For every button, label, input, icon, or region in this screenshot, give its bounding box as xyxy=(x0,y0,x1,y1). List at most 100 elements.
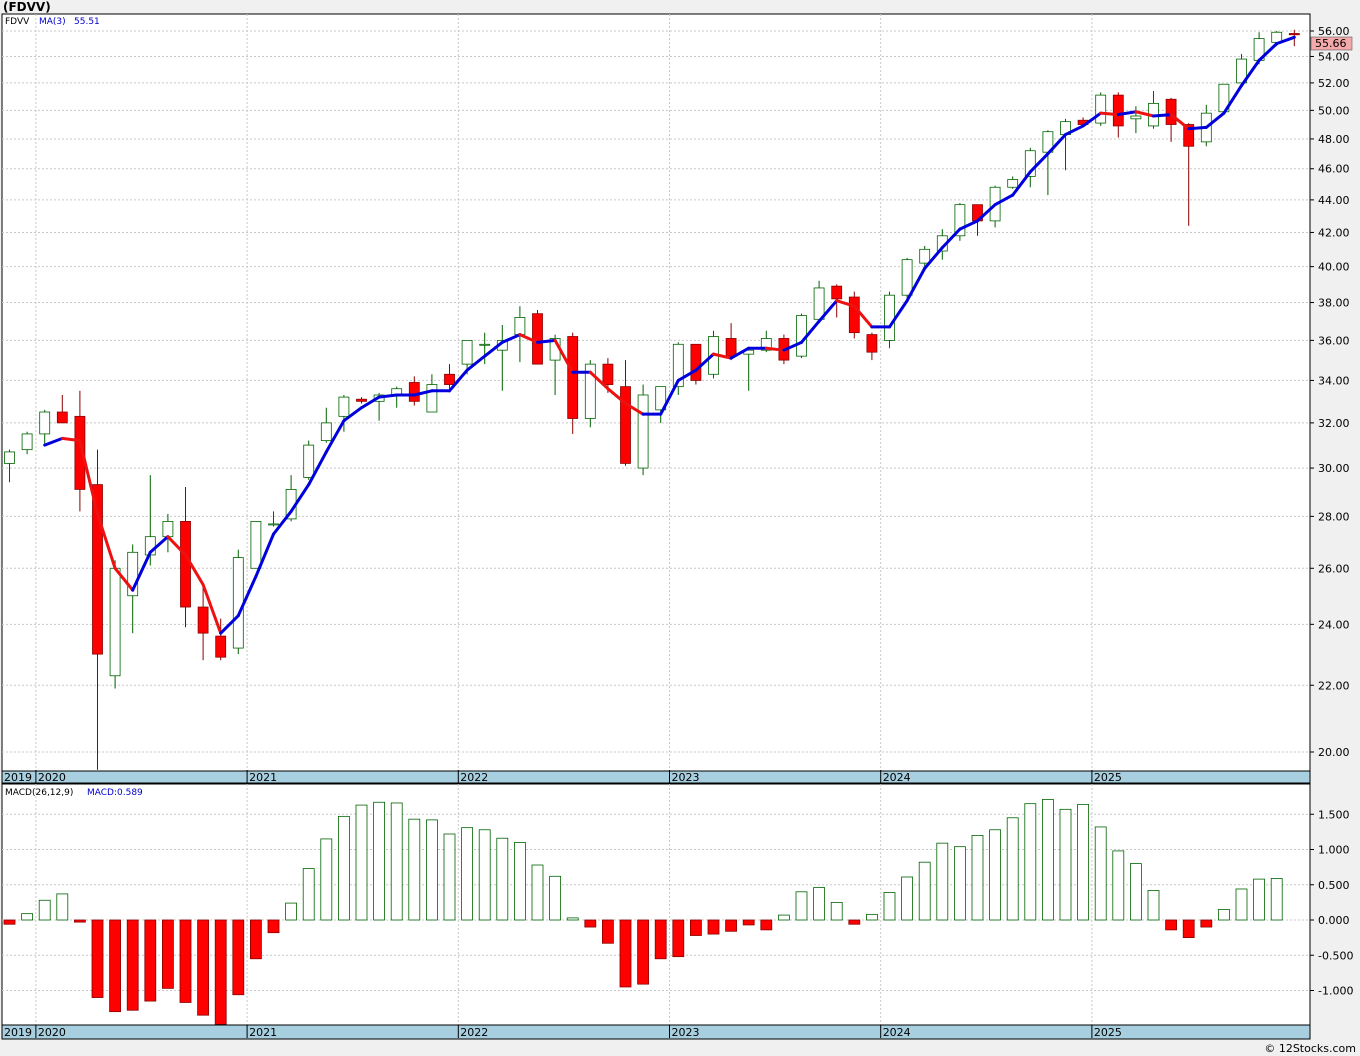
candle-body xyxy=(1236,58,1247,84)
macd-bar xyxy=(197,919,210,1016)
candle-body xyxy=(1288,33,1300,36)
candle xyxy=(919,245,931,267)
candle xyxy=(250,521,262,569)
candle-body xyxy=(479,343,491,346)
candle xyxy=(655,386,667,423)
macd-bar xyxy=(936,842,949,921)
macd-bar xyxy=(3,919,16,925)
price-y-axis: 20.00 22.00 24.00 26.00 28.00 30.00 32.00 34.00… xyxy=(1310,25,1350,759)
ma-segment xyxy=(1116,110,1138,117)
ma-segment xyxy=(500,333,522,344)
ma-segment xyxy=(43,436,64,447)
macd-legend-value: MACD:0.589 xyxy=(87,788,143,798)
macd-bar xyxy=(1024,803,1037,921)
candle-body xyxy=(4,451,15,464)
ma-segment xyxy=(729,346,751,360)
candle-body xyxy=(92,484,103,655)
macd-bar xyxy=(1130,863,1142,921)
macd-bar xyxy=(1077,803,1089,921)
candle xyxy=(954,203,966,241)
price-tick-label: 46.00 xyxy=(1318,163,1350,176)
macd-bar xyxy=(232,919,245,996)
macd-bar xyxy=(91,919,104,998)
ma-segment xyxy=(993,193,1015,207)
macd-bar xyxy=(918,861,931,921)
ma-segment xyxy=(131,550,152,592)
candle xyxy=(232,549,244,655)
candle-body xyxy=(127,551,139,597)
year-label: 2020 xyxy=(38,1026,66,1039)
macd-bar xyxy=(443,833,456,921)
year-label: 2024 xyxy=(883,771,911,784)
macd-bar xyxy=(848,919,861,925)
macd-bar xyxy=(901,876,913,921)
macd-bar xyxy=(425,819,438,921)
ma-segment xyxy=(412,389,434,397)
macd-bar xyxy=(742,919,755,926)
price-tick-label: 26.00 xyxy=(1318,562,1350,575)
ma-segment xyxy=(923,246,944,270)
candle xyxy=(92,449,103,770)
candle-body xyxy=(884,294,895,341)
macd-time-band xyxy=(1,1024,1311,1040)
price-tick-label: 42.00 xyxy=(1318,226,1350,239)
candle-body xyxy=(831,285,843,300)
macd-bar xyxy=(654,919,667,960)
price-tick-label: 22.00 xyxy=(1318,679,1350,692)
price-grid xyxy=(2,14,1310,771)
macd-bar xyxy=(672,919,685,958)
macd-bar xyxy=(813,887,825,921)
price-tick-label: 32.00 xyxy=(1318,417,1350,430)
ma-segment xyxy=(536,338,557,344)
ma-segment xyxy=(1275,35,1296,46)
year-label: 2021 xyxy=(249,771,277,784)
candle-body xyxy=(162,521,174,538)
macd-bar xyxy=(637,919,649,985)
candle-body xyxy=(1112,94,1124,127)
ma-segment xyxy=(307,450,328,487)
macd-bar xyxy=(390,802,403,921)
macd-bar xyxy=(355,804,368,921)
ma-segment xyxy=(60,436,82,443)
last-price-badge xyxy=(1310,36,1353,51)
macd-bar xyxy=(302,868,315,921)
candle-body xyxy=(320,422,332,442)
price-year-labels: 2019 2020 2021 2022 2023 2024 2025 xyxy=(4,770,1122,784)
candle xyxy=(637,384,649,476)
candle xyxy=(1236,53,1247,86)
macd-bar xyxy=(1059,808,1072,921)
macd-tick-label: 0.500 xyxy=(1318,879,1350,892)
candle xyxy=(109,560,121,689)
ma-segment xyxy=(1240,58,1261,88)
price-tick-label: 34.00 xyxy=(1318,374,1350,387)
price-tick-label: 36.00 xyxy=(1318,334,1350,347)
candle-body xyxy=(39,411,51,435)
ma-segment xyxy=(624,401,645,416)
macd-bar xyxy=(830,901,843,921)
last-price-label: 55.66 xyxy=(1315,37,1347,50)
macd-bar xyxy=(1235,888,1248,921)
macd-tick-label: -0.500 xyxy=(1318,949,1353,962)
ma-segment xyxy=(764,346,786,352)
candle-body xyxy=(602,363,614,385)
price-tick-label: 40.00 xyxy=(1318,261,1350,274)
macd-bar-series xyxy=(3,799,1283,1025)
candle xyxy=(21,431,33,455)
macd-bar xyxy=(1200,919,1213,928)
macd-bar xyxy=(989,829,1001,921)
price-tick-label: 28.00 xyxy=(1318,510,1350,523)
candle xyxy=(444,364,455,389)
price-time-band xyxy=(1,770,1311,784)
macd-bar xyxy=(566,917,579,921)
macd-bar xyxy=(1112,850,1125,921)
macd-bar xyxy=(337,815,350,921)
ma-segment xyxy=(659,378,680,416)
macd-bar xyxy=(707,919,720,935)
candle xyxy=(1095,92,1107,126)
candle-body xyxy=(232,557,244,649)
candle xyxy=(725,323,737,361)
ma-segment xyxy=(888,299,909,329)
year-label: 2023 xyxy=(672,1026,700,1039)
candle-body xyxy=(268,523,279,526)
